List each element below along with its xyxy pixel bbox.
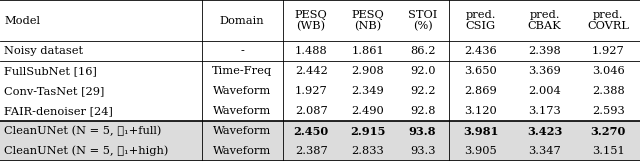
Text: 93.3: 93.3 bbox=[410, 146, 435, 156]
Text: 3.423: 3.423 bbox=[527, 126, 562, 137]
Text: 92.2: 92.2 bbox=[410, 86, 435, 96]
Text: CleanUNet (N = 5, ℓ₁+full): CleanUNet (N = 5, ℓ₁+full) bbox=[4, 126, 162, 136]
Text: 1.488: 1.488 bbox=[295, 46, 328, 56]
Text: 3.270: 3.270 bbox=[591, 126, 626, 137]
Text: 2.436: 2.436 bbox=[465, 46, 497, 56]
Text: 2.387: 2.387 bbox=[295, 146, 328, 156]
Text: 2.490: 2.490 bbox=[351, 106, 384, 116]
Text: 2.004: 2.004 bbox=[528, 86, 561, 96]
Text: 3.981: 3.981 bbox=[463, 126, 499, 137]
Text: 3.905: 3.905 bbox=[465, 146, 497, 156]
Text: 3.347: 3.347 bbox=[528, 146, 561, 156]
Text: Waveform: Waveform bbox=[213, 126, 271, 136]
Text: Noisy dataset: Noisy dataset bbox=[4, 46, 84, 56]
Text: Model: Model bbox=[4, 15, 40, 26]
Text: 3.173: 3.173 bbox=[528, 106, 561, 116]
Text: 92.8: 92.8 bbox=[410, 106, 435, 116]
Text: 2.450: 2.450 bbox=[294, 126, 329, 137]
Text: PESQ
(NB): PESQ (NB) bbox=[351, 9, 384, 32]
Text: 1.861: 1.861 bbox=[351, 46, 384, 56]
Text: Waveform: Waveform bbox=[213, 146, 271, 156]
Text: 2.087: 2.087 bbox=[295, 106, 328, 116]
Text: 2.593: 2.593 bbox=[592, 106, 625, 116]
Text: 2.869: 2.869 bbox=[465, 86, 497, 96]
Text: 3.151: 3.151 bbox=[592, 146, 625, 156]
Text: STOI
(%): STOI (%) bbox=[408, 9, 437, 32]
Text: Waveform: Waveform bbox=[213, 86, 271, 96]
Text: pred.
COVRL: pred. COVRL bbox=[588, 10, 629, 31]
Text: 2.398: 2.398 bbox=[528, 46, 561, 56]
Text: Domain: Domain bbox=[220, 15, 264, 26]
Text: 1.927: 1.927 bbox=[592, 46, 625, 56]
Text: 92.0: 92.0 bbox=[410, 66, 435, 76]
Text: -: - bbox=[240, 46, 244, 56]
Bar bbox=[0, 141, 640, 161]
Text: 3.046: 3.046 bbox=[592, 66, 625, 76]
Text: 93.8: 93.8 bbox=[409, 126, 436, 137]
Text: 2.833: 2.833 bbox=[351, 146, 384, 156]
Text: 2.349: 2.349 bbox=[351, 86, 384, 96]
Text: 2.908: 2.908 bbox=[351, 66, 384, 76]
Text: FAIR-denoiser [24]: FAIR-denoiser [24] bbox=[4, 106, 113, 116]
Text: 3.120: 3.120 bbox=[465, 106, 497, 116]
Text: pred.
CSIG: pred. CSIG bbox=[466, 10, 496, 31]
Text: 3.650: 3.650 bbox=[465, 66, 497, 76]
Text: FullSubNet [16]: FullSubNet [16] bbox=[4, 66, 97, 76]
Text: 3.369: 3.369 bbox=[528, 66, 561, 76]
Text: PESQ
(WB): PESQ (WB) bbox=[295, 9, 328, 32]
Bar bbox=[0, 121, 640, 141]
Text: Time-Freq: Time-Freq bbox=[212, 66, 272, 76]
Text: 86.2: 86.2 bbox=[410, 46, 435, 56]
Text: 1.927: 1.927 bbox=[295, 86, 328, 96]
Text: 2.388: 2.388 bbox=[592, 86, 625, 96]
Text: Conv-TasNet [29]: Conv-TasNet [29] bbox=[4, 86, 105, 96]
Text: Waveform: Waveform bbox=[213, 106, 271, 116]
Text: CleanUNet (N = 5, ℓ₁+high): CleanUNet (N = 5, ℓ₁+high) bbox=[4, 146, 169, 156]
Text: pred.
CBAK: pred. CBAK bbox=[527, 10, 561, 31]
Text: 2.442: 2.442 bbox=[295, 66, 328, 76]
Text: 2.915: 2.915 bbox=[350, 126, 385, 137]
